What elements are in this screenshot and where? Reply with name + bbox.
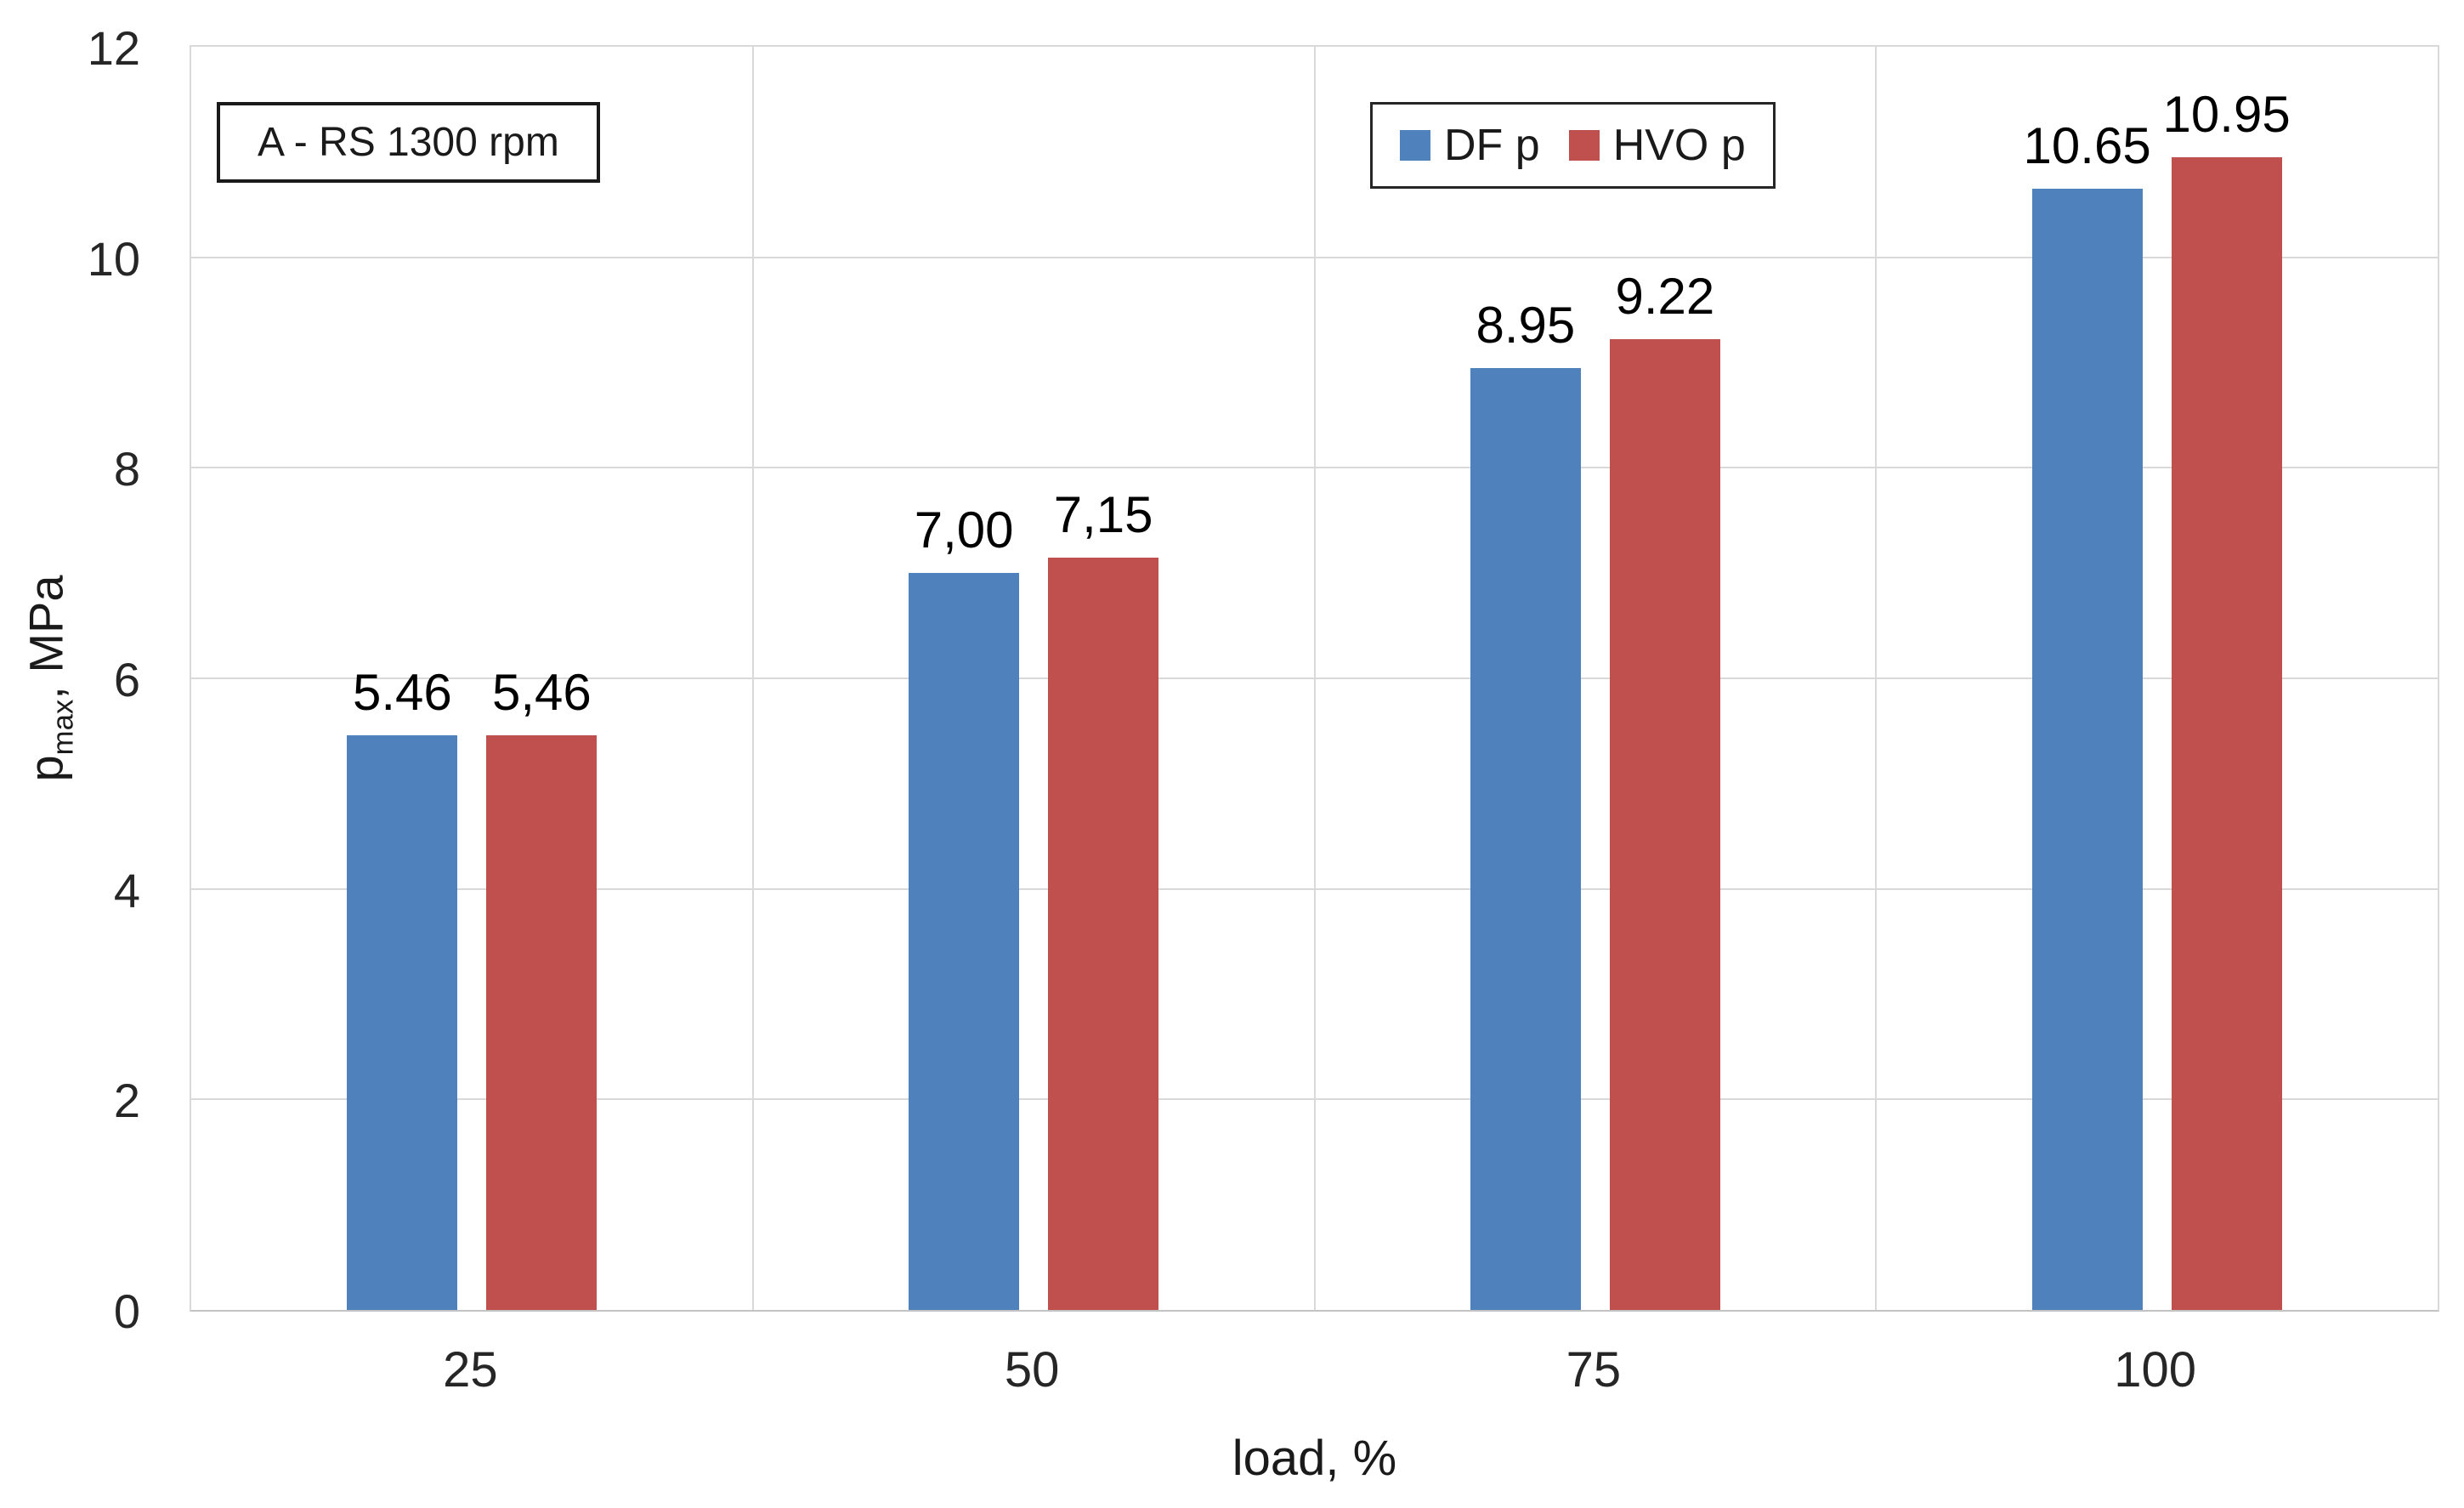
category-gridline <box>1875 47 1878 1310</box>
x-axis-title: load, % <box>1232 1431 1397 1486</box>
bar-df-p <box>909 573 1020 1310</box>
bar-value-label: 5,46 <box>491 663 592 721</box>
bar-hvo-p <box>2171 157 2282 1310</box>
bar-hvo-p <box>1048 557 1159 1310</box>
bar-value-label: 7,15 <box>1053 485 1153 543</box>
x-tick-label: 50 <box>1004 1342 1060 1397</box>
y-tick-label: 10 <box>87 231 140 286</box>
y-axis-tick-labels: 0 2 4 6 8 10 12 <box>0 23 140 1337</box>
x-tick-label: 25 <box>443 1342 498 1397</box>
legend-label: DF p <box>1444 121 1540 170</box>
bar-hvo-p <box>486 734 598 1310</box>
bar-value-label: 5.46 <box>352 663 452 721</box>
category-gridline <box>751 47 754 1310</box>
y-tick-label: 0 <box>113 1284 140 1338</box>
y-tick-label: 8 <box>113 442 140 496</box>
y-tick-label: 2 <box>113 1074 140 1128</box>
bar-value-label: 10.95 <box>2162 86 2291 144</box>
legend-label: HVO p <box>1612 121 1746 170</box>
legend-item: HVO p <box>1568 120 1746 171</box>
bar-df-p <box>2031 189 2143 1310</box>
x-axis-tick-labels: 25 50 75 100 <box>190 1341 2439 1401</box>
legend: DF p HVO p <box>1370 102 1776 189</box>
bar-df-p <box>1470 367 1581 1310</box>
bar-value-label: 8.95 <box>1476 296 1576 354</box>
y-tick-label: 4 <box>113 863 140 917</box>
x-tick-label: 75 <box>1566 1342 1622 1397</box>
legend-swatch-hvo-p <box>1568 130 1600 161</box>
y-tick-label: 12 <box>87 21 140 75</box>
y-tick-label: 6 <box>113 653 140 706</box>
bar-hvo-p <box>1609 339 1720 1310</box>
bar-value-label: 9.22 <box>1615 268 1715 326</box>
legend-item: DF p <box>1400 120 1540 171</box>
bar-df-p <box>347 734 458 1310</box>
x-tick-label: 100 <box>2114 1342 2197 1397</box>
bar-value-label: 10.65 <box>2023 117 2151 175</box>
annotation-box: A - RS 1300 rpm <box>217 102 600 183</box>
bar-value-label: 7,00 <box>914 502 1014 559</box>
legend-swatch-df-p <box>1400 130 1430 161</box>
plot-area: 5.46 5,46 7,00 7,15 8.95 9.22 10.65 10.95 <box>190 45 2439 1312</box>
category-gridline <box>1313 47 1316 1310</box>
